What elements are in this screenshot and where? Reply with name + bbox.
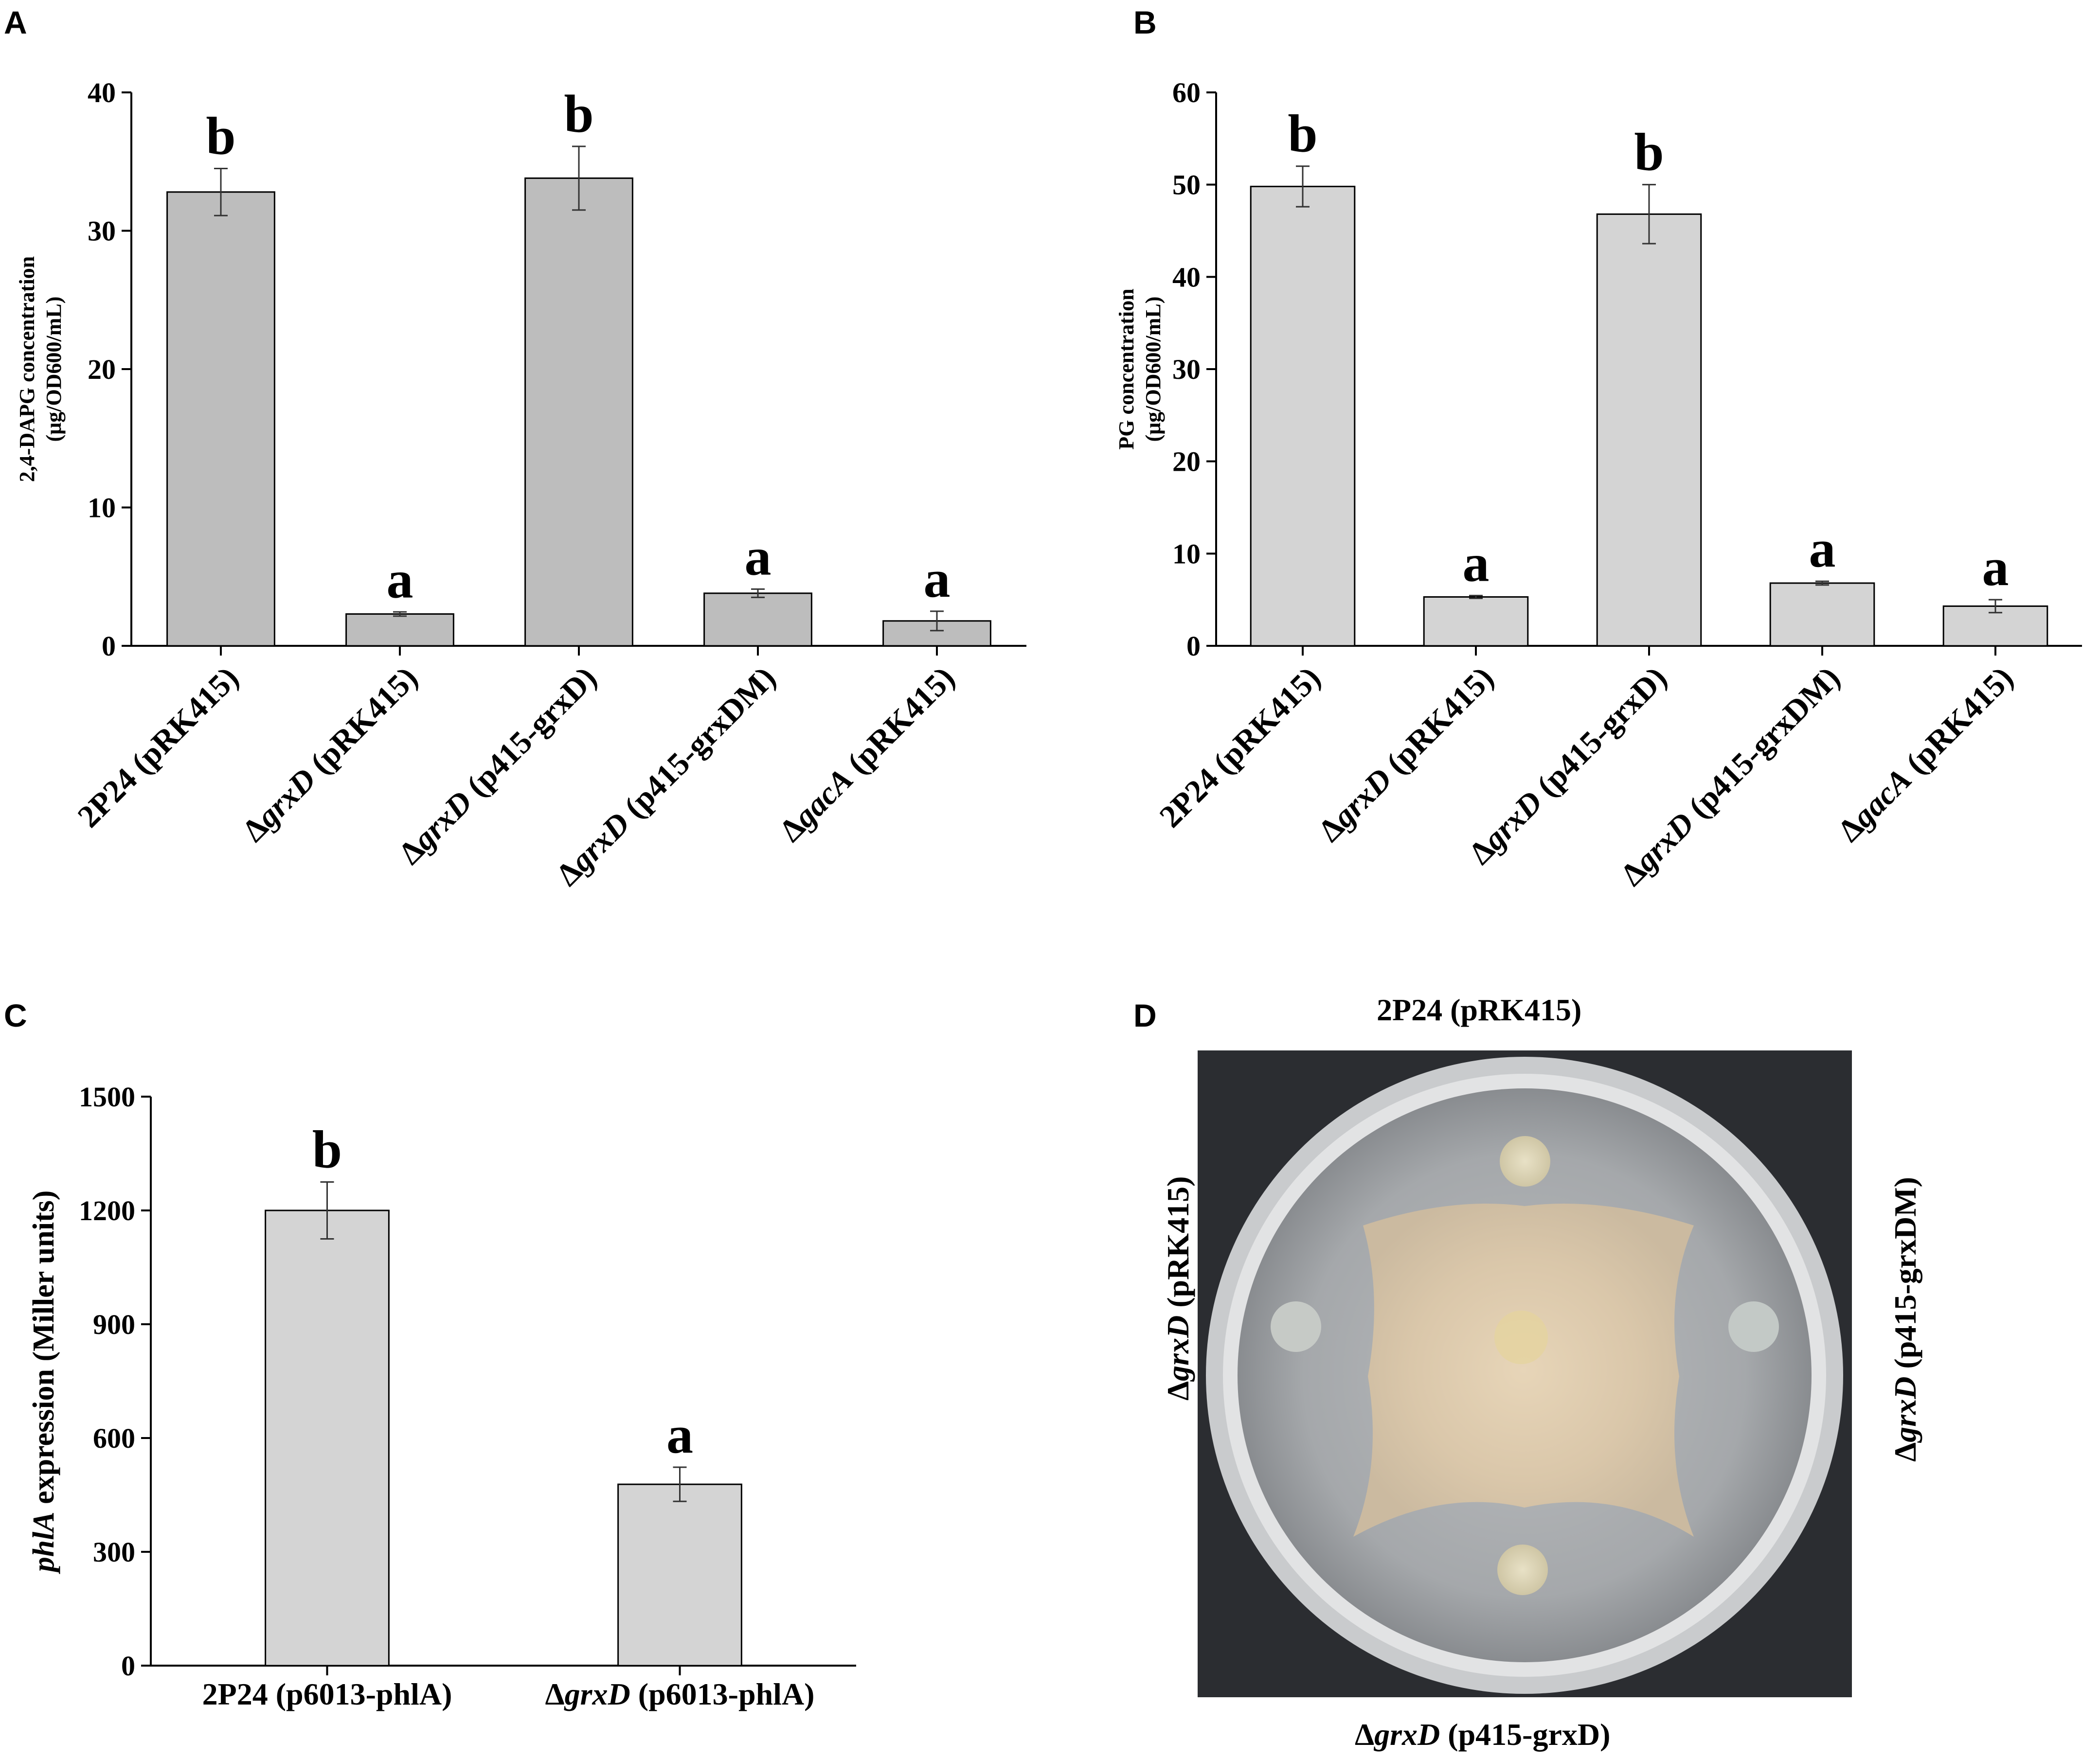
y-tick-label: 0 bbox=[121, 1650, 135, 1682]
y-tick-label: 10 bbox=[88, 492, 116, 524]
y-axis-label: 2,4-DAPG concentration (μg/OD600/mL) bbox=[15, 256, 66, 482]
y-tick-label: 600 bbox=[93, 1422, 135, 1454]
bar bbox=[1769, 582, 1875, 647]
y-tick-label: 30 bbox=[1172, 354, 1201, 385]
bar bbox=[524, 177, 633, 647]
petri-dish-drawing bbox=[1198, 1050, 1852, 1697]
label-text: (pRK415) bbox=[298, 660, 424, 786]
y-axis-label-line2: (μg/OD600/mL) bbox=[1141, 297, 1165, 442]
photo-right-label: ΔgrxD (p415-grxDM) bbox=[1888, 1177, 1922, 1462]
fungal-mycelium bbox=[1353, 1204, 1694, 1537]
significance-letter: b bbox=[564, 84, 593, 143]
x-tick-label: ΔgacA (pRK415) bbox=[1831, 660, 2020, 849]
y-tick-label: 900 bbox=[93, 1309, 135, 1340]
panel-letter-d: D bbox=[1133, 997, 1157, 1033]
y-tick-label: 0 bbox=[1186, 630, 1201, 662]
label-italic: grxD bbox=[564, 1677, 630, 1711]
y-axis-label-line1: PG concentration bbox=[1119, 288, 1138, 449]
y-tick-label: 300 bbox=[93, 1536, 135, 1568]
panel-letter-a: A bbox=[4, 4, 27, 40]
bar bbox=[1596, 213, 1702, 647]
y-tick-label: 20 bbox=[88, 354, 116, 385]
significance-letter: b bbox=[206, 106, 235, 165]
x-tick-label: ΔgrxD (p6013-phlA) bbox=[545, 1677, 815, 1711]
y-tick-label: 40 bbox=[1172, 261, 1201, 293]
significance-letter: a bbox=[924, 549, 951, 608]
bar bbox=[617, 1483, 742, 1667]
y-axis-label-line2: (μg/OD600/mL) bbox=[42, 297, 66, 442]
colony-top bbox=[1500, 1136, 1550, 1187]
panel-letter-b: B bbox=[1133, 4, 1157, 40]
bar bbox=[703, 592, 812, 647]
y-axis-label: phlA expression (Miller units) bbox=[27, 1190, 60, 1575]
label-text: (p415-grxDM) bbox=[1676, 660, 1847, 831]
significance-letter: a bbox=[1982, 537, 2009, 597]
y-tick-label: 40 bbox=[88, 77, 116, 108]
label-text: (p415-grxD) bbox=[1525, 660, 1674, 809]
significance-letter: a bbox=[666, 1405, 693, 1464]
x-tick-label: ΔgrxD (pRK415) bbox=[1311, 660, 1500, 849]
label-text: (p6013-phlA) bbox=[630, 1677, 815, 1711]
significance-letter: a bbox=[387, 550, 413, 609]
y-tick-label: 0 bbox=[102, 630, 116, 662]
x-tick-label: ΔgacA (pRK415) bbox=[772, 660, 961, 849]
colony-bottom bbox=[1497, 1545, 1548, 1595]
photo-top-label: 2P24 (pRK415) bbox=[1377, 993, 1582, 1027]
label-text: 2P24 (pRK415) bbox=[1153, 660, 1328, 835]
y-tick-label: 20 bbox=[1172, 446, 1201, 478]
x-tick-label: ΔgrxD (pRK415) bbox=[235, 660, 424, 849]
y-axis-label-text: phlA expression (Miller units) bbox=[27, 1190, 60, 1575]
y-axis-label-rest: expression (Miller units) bbox=[27, 1190, 60, 1512]
bar bbox=[345, 613, 454, 647]
y-tick-label: 1500 bbox=[79, 1081, 135, 1113]
significance-letter: b bbox=[1634, 123, 1664, 182]
significance-letter: a bbox=[745, 527, 772, 586]
x-tick-label: 2P24 (pRK415) bbox=[71, 660, 246, 835]
y-tick-label: 60 bbox=[1172, 77, 1201, 108]
x-tick-label: ΔgrxD (p415-grxD) bbox=[392, 660, 604, 871]
y-tick-label: 30 bbox=[88, 215, 116, 247]
chart-b: 0 10 20 30 40 50 60 PG concentration (μg/OD600/m… bbox=[1119, 77, 2082, 893]
bar bbox=[166, 191, 275, 647]
significance-letter: b bbox=[1288, 104, 1317, 163]
bar bbox=[1423, 596, 1529, 647]
y-axis-label-italic: phlA bbox=[27, 1511, 60, 1574]
photo-bottom-label: ΔgrxD (p415-grxD) bbox=[1355, 1717, 1611, 1752]
bar bbox=[265, 1209, 390, 1667]
label-prefix: Δ bbox=[545, 1677, 565, 1711]
petri-dish-photo bbox=[1198, 1050, 1852, 1697]
colony-left bbox=[1271, 1301, 1321, 1352]
bar bbox=[1250, 185, 1356, 647]
label-text: (pRK415) bbox=[1893, 660, 2020, 786]
photo-left-label: ΔgrxD (pRK415) bbox=[1161, 1176, 1195, 1401]
chart-c: 0 300 600 900 1200 1500 phlA expression (Mille… bbox=[27, 1081, 856, 1711]
significance-letter: b bbox=[312, 1120, 342, 1179]
panel-letter-c: C bbox=[4, 997, 27, 1033]
colony-right bbox=[1728, 1301, 1779, 1352]
label-text: (pRK415) bbox=[1374, 660, 1500, 786]
significance-letter: a bbox=[1809, 519, 1836, 578]
x-tick-label: 2P24 (p6013-phlA) bbox=[202, 1677, 452, 1711]
y-tick-label: 10 bbox=[1172, 538, 1201, 569]
chart-a: 0 10 20 30 40 2,4-DAPG concentration (μg/OD600… bbox=[15, 77, 1026, 893]
label-text: (p415-grxD) bbox=[454, 660, 604, 809]
y-axis-label: PG concentration (μg/OD600/mL) bbox=[1119, 288, 1165, 449]
label-text: 2P24 (p6013-phlA) bbox=[202, 1677, 452, 1711]
significance-letter: a bbox=[1463, 533, 1490, 593]
x-tick-label: 2P24 (pRK415) bbox=[1153, 660, 1328, 835]
label-text: (pRK415) bbox=[835, 660, 961, 786]
y-axis-label-line1: 2,4-DAPG concentration bbox=[15, 256, 39, 482]
label-text: 2P24 (pRK415) bbox=[71, 660, 246, 835]
y-tick-label: 50 bbox=[1172, 169, 1201, 201]
y-tick-label: 1200 bbox=[79, 1195, 135, 1226]
label-text: (p415-grxDM) bbox=[612, 660, 783, 831]
